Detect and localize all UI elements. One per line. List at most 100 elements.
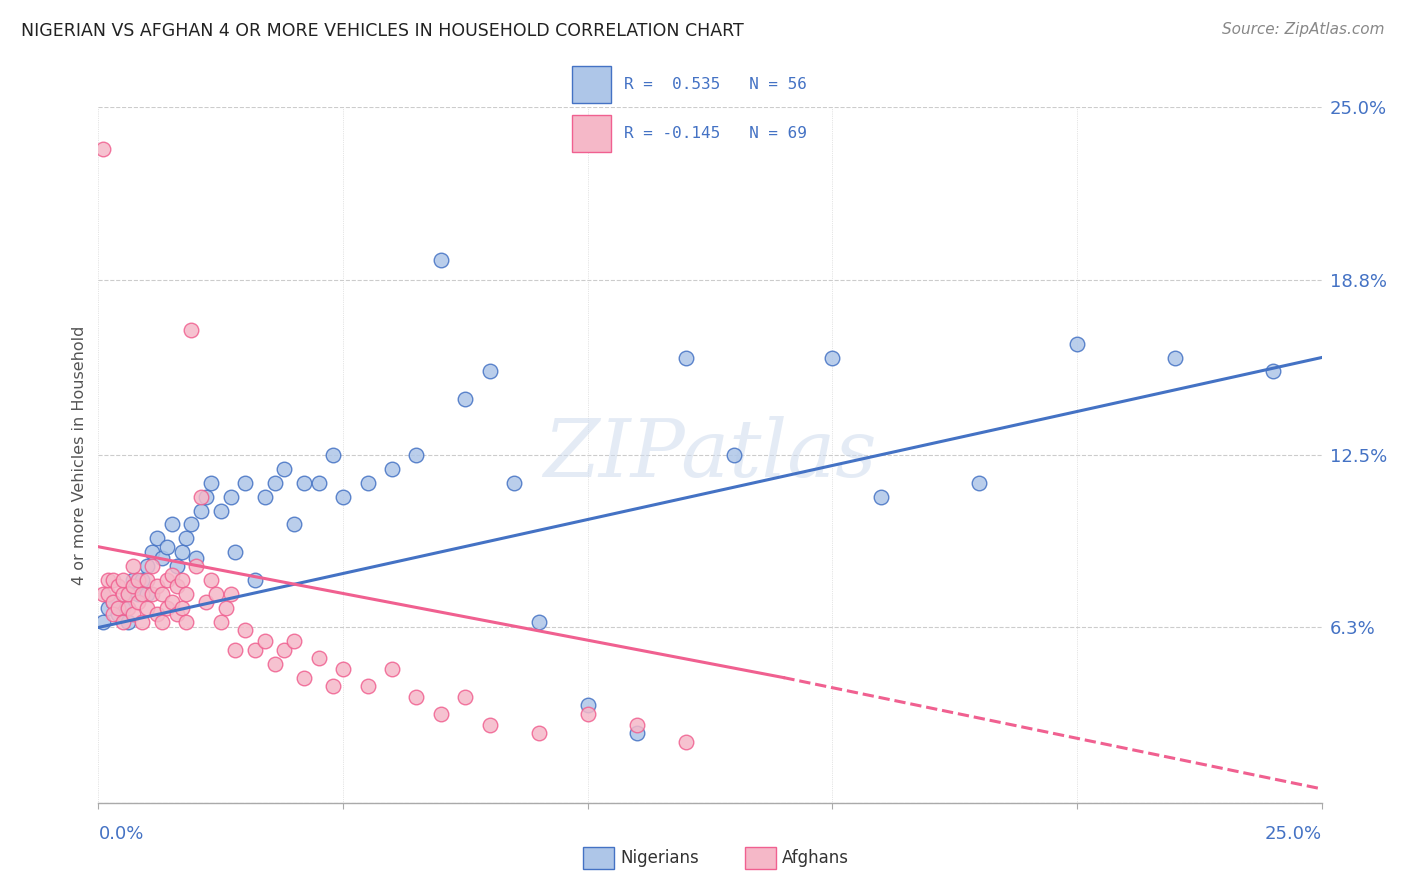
Point (233, 624, 256, 638)
Point (381, 662, 404, 676)
Text: 25.0%: 25.0% (1264, 825, 1322, 843)
Point (527, 726, 550, 740)
Point (101, 607, 124, 621)
Point (176, 615, 198, 629)
Point (219, 490, 242, 504)
Point (263, 475, 285, 490)
Point (160, 567, 183, 582)
Point (121, 607, 143, 621)
Bar (572, 115, 612, 153)
Point (127, 573, 149, 587)
Point (205, 587, 228, 601)
Point (675, 351, 697, 365)
Point (576, 706, 599, 721)
Point (136, 573, 159, 587)
Point (146, 607, 169, 621)
Point (136, 559, 159, 574)
Point (200, 475, 222, 490)
Text: Afghans: Afghans (782, 849, 849, 867)
Point (97, 601, 120, 615)
Point (186, 550, 208, 565)
Point (141, 545, 163, 559)
Point (127, 595, 149, 609)
Point (626, 718, 648, 732)
Point (111, 573, 134, 587)
Point (121, 579, 143, 593)
Point (107, 579, 129, 593)
Point (180, 323, 202, 337)
Point (111, 587, 134, 601)
Point (121, 573, 143, 587)
Point (723, 448, 745, 462)
Point (967, 475, 990, 490)
Point (170, 573, 193, 587)
Point (166, 607, 188, 621)
Point (97, 573, 120, 587)
Point (186, 559, 208, 574)
Point (117, 587, 139, 601)
Point (405, 690, 427, 704)
Text: Nigerians: Nigerians (620, 849, 699, 867)
Point (405, 448, 427, 462)
Point (224, 545, 246, 559)
Point (160, 595, 183, 609)
Point (356, 475, 378, 490)
Point (141, 559, 163, 574)
Point (176, 532, 198, 546)
Text: ZIPatlas: ZIPatlas (543, 417, 877, 493)
Point (101, 573, 124, 587)
Point (146, 532, 169, 546)
Point (243, 573, 266, 587)
Point (107, 601, 129, 615)
Point (253, 634, 276, 648)
Point (136, 587, 159, 601)
Point (111, 615, 134, 629)
Point (308, 475, 330, 490)
Point (141, 587, 163, 601)
Point (150, 587, 173, 601)
Point (190, 503, 212, 517)
Point (150, 550, 173, 565)
Point (356, 679, 378, 693)
Point (117, 587, 139, 601)
Point (150, 615, 173, 629)
Point (283, 634, 305, 648)
Point (263, 657, 285, 671)
Point (166, 559, 188, 574)
Point (121, 559, 143, 574)
Point (156, 540, 179, 554)
Point (675, 734, 697, 748)
Point (166, 579, 188, 593)
Point (454, 690, 477, 704)
Point (626, 726, 648, 740)
Point (97, 587, 120, 601)
Point (308, 651, 330, 665)
Point (224, 642, 246, 657)
Point (576, 698, 599, 713)
Point (176, 587, 198, 601)
Point (1261, 364, 1284, 378)
Point (170, 601, 193, 615)
Point (322, 448, 344, 462)
Y-axis label: 4 or more Vehicles in Household: 4 or more Vehicles in Household (72, 326, 87, 584)
Point (1066, 336, 1088, 351)
Point (332, 490, 354, 504)
Point (101, 595, 124, 609)
Point (243, 642, 266, 657)
Point (101, 595, 124, 609)
Point (870, 490, 893, 504)
Point (454, 392, 477, 407)
Text: NIGERIAN VS AFGHAN 4 OR MORE VEHICLES IN HOUSEHOLD CORRELATION CHART: NIGERIAN VS AFGHAN 4 OR MORE VEHICLES IN… (21, 22, 744, 40)
Point (190, 490, 212, 504)
Point (91, 142, 114, 156)
Point (131, 573, 153, 587)
Text: 0.0%: 0.0% (98, 825, 143, 843)
Point (156, 573, 179, 587)
Point (527, 615, 550, 629)
Point (127, 587, 149, 601)
Point (381, 462, 404, 476)
Point (430, 706, 453, 721)
Point (146, 579, 169, 593)
Point (170, 545, 193, 559)
Point (91, 615, 114, 629)
